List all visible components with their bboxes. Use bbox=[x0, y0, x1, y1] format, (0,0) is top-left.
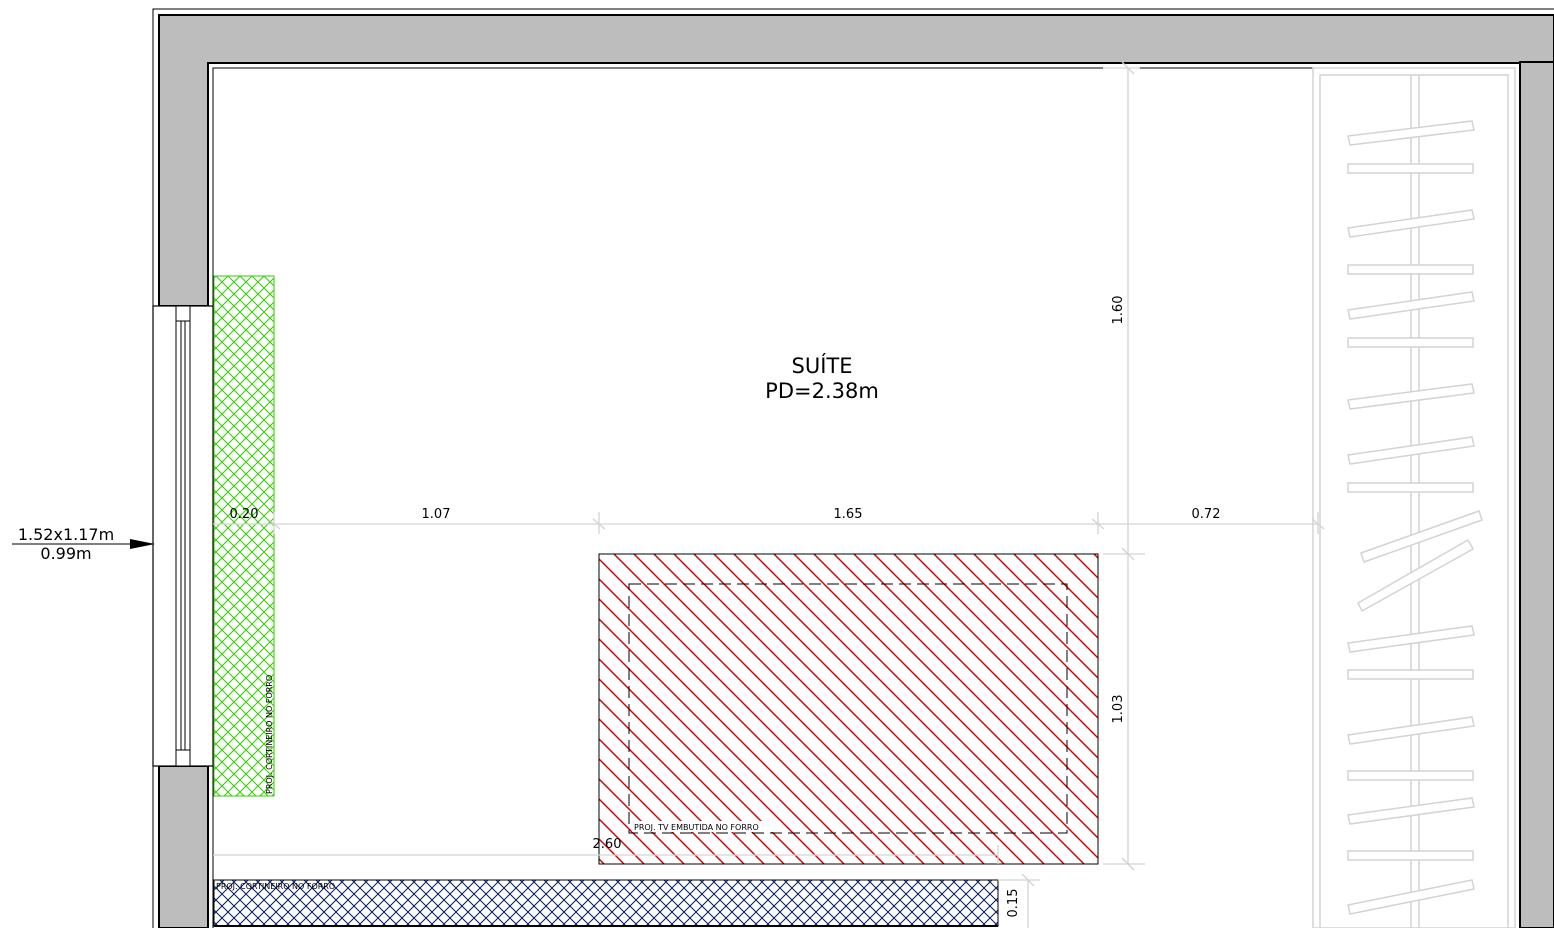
dim-tv-width: 1.65 bbox=[834, 507, 863, 522]
hanger bbox=[1347, 716, 1475, 745]
dim-bottom-curtain-depth: 0.15 bbox=[1006, 889, 1021, 918]
dim-upper-height: 1.60 bbox=[1111, 296, 1126, 325]
closet bbox=[1312, 67, 1516, 928]
dim-slash bbox=[1121, 547, 1135, 561]
window-size-label: 1.52x1.17m bbox=[18, 525, 114, 544]
dim-curtain-depth: 0.20 bbox=[230, 507, 259, 522]
dim-bottom-curtain-length: 2.60 bbox=[593, 837, 622, 852]
hanger bbox=[1347, 436, 1475, 465]
window-tag-arrow bbox=[130, 539, 155, 549]
window-sill-label: 0.99m bbox=[40, 544, 91, 563]
dim-slash bbox=[267, 518, 281, 530]
hanger bbox=[1347, 337, 1474, 348]
closet-hangers bbox=[1347, 120, 1483, 915]
hanger bbox=[1347, 669, 1474, 680]
hanger bbox=[1347, 209, 1475, 238]
dim-slash bbox=[1091, 518, 1105, 530]
window-tag: 1.52x1.17m 0.99m bbox=[12, 525, 155, 563]
closet-inner bbox=[1319, 74, 1509, 928]
dim-slash bbox=[1021, 873, 1035, 887]
wall-right bbox=[1519, 61, 1554, 928]
room-name: SUÍTE bbox=[792, 353, 853, 378]
dim-slash bbox=[1311, 518, 1325, 530]
hanger bbox=[1347, 879, 1475, 915]
dim-slash bbox=[1121, 61, 1135, 75]
hanger bbox=[1347, 264, 1474, 275]
hanger bbox=[1347, 625, 1475, 653]
hanger bbox=[1360, 510, 1483, 563]
dim-slash bbox=[592, 518, 606, 530]
tv-label: PROJ. TV EMBUTIDA NO FORRO bbox=[634, 823, 759, 832]
wall-left-lower bbox=[158, 765, 209, 928]
side-curtain-hatch bbox=[213, 275, 275, 797]
dim-tv-height: 1.03 bbox=[1111, 695, 1126, 724]
hanger bbox=[1347, 797, 1475, 825]
dim-gap-to-closet: 0.72 bbox=[1192, 507, 1221, 522]
tv-outline-dashed bbox=[628, 583, 1068, 834]
hanger bbox=[1347, 482, 1474, 493]
dim-slash bbox=[1121, 857, 1135, 871]
tv-hatch bbox=[598, 553, 1099, 865]
hanger bbox=[1347, 163, 1474, 174]
hanger bbox=[1357, 538, 1475, 613]
dim-gap-to-tv: 1.07 bbox=[422, 507, 451, 522]
hanger bbox=[1347, 770, 1474, 781]
bottom-curtain-label: PROJ. CORTINEIRO NO FORRO bbox=[216, 882, 335, 891]
hanger bbox=[1347, 850, 1474, 861]
hanger bbox=[1347, 120, 1475, 146]
tv-label-bg bbox=[632, 821, 780, 832]
side-curtain-label: PROJ. CORTINEIRO NO FORRO bbox=[265, 675, 274, 794]
dimension-lines bbox=[213, 61, 1325, 928]
window-sash bbox=[175, 305, 191, 767]
room-ceiling-height: PD=2.38m bbox=[765, 379, 879, 403]
hanger bbox=[1347, 291, 1475, 320]
window bbox=[152, 305, 214, 767]
hanger bbox=[1347, 383, 1475, 410]
